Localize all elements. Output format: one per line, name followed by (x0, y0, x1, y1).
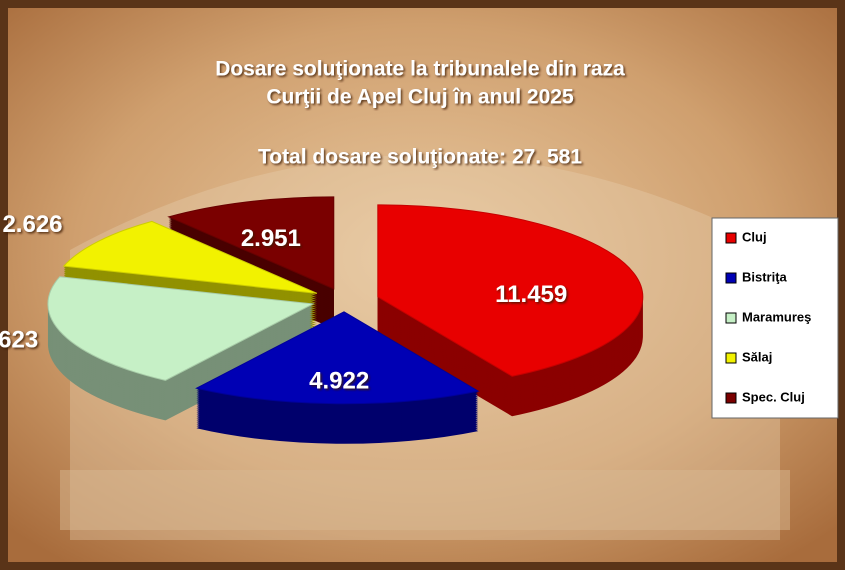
slice (167, 196, 335, 290)
data-label: 4.922 (309, 367, 369, 394)
slice (377, 204, 644, 377)
data-label: 5.623 (0, 327, 38, 354)
legend-label: Cluj (742, 229, 767, 244)
legend-marker (725, 392, 737, 404)
legend-label: Bistriţa (742, 269, 788, 284)
legend-marker (725, 312, 737, 324)
slice (47, 276, 315, 381)
legend-label: Maramureş (742, 309, 811, 324)
chart-title: Dosare soluţionate la tribunalele din ra… (215, 58, 625, 81)
chart-title: Curţii de Apel Cluj în anul 2025 (266, 86, 574, 109)
data-label: 2.626 (2, 211, 62, 238)
legend-label: Sălaj (742, 349, 772, 364)
slice (195, 311, 480, 405)
legend-marker (725, 232, 737, 244)
data-label: 11.459 (495, 281, 567, 308)
legend-marker (725, 352, 737, 364)
slice (62, 220, 318, 294)
chart-subtitle: Total dosare soluţionate: 27. 581 (258, 146, 582, 169)
legend (711, 217, 839, 419)
data-label: 2.951 (241, 225, 301, 252)
legend-label: Spec. Cluj (742, 389, 805, 404)
legend-marker (725, 272, 737, 284)
background-balustrade (60, 470, 790, 530)
